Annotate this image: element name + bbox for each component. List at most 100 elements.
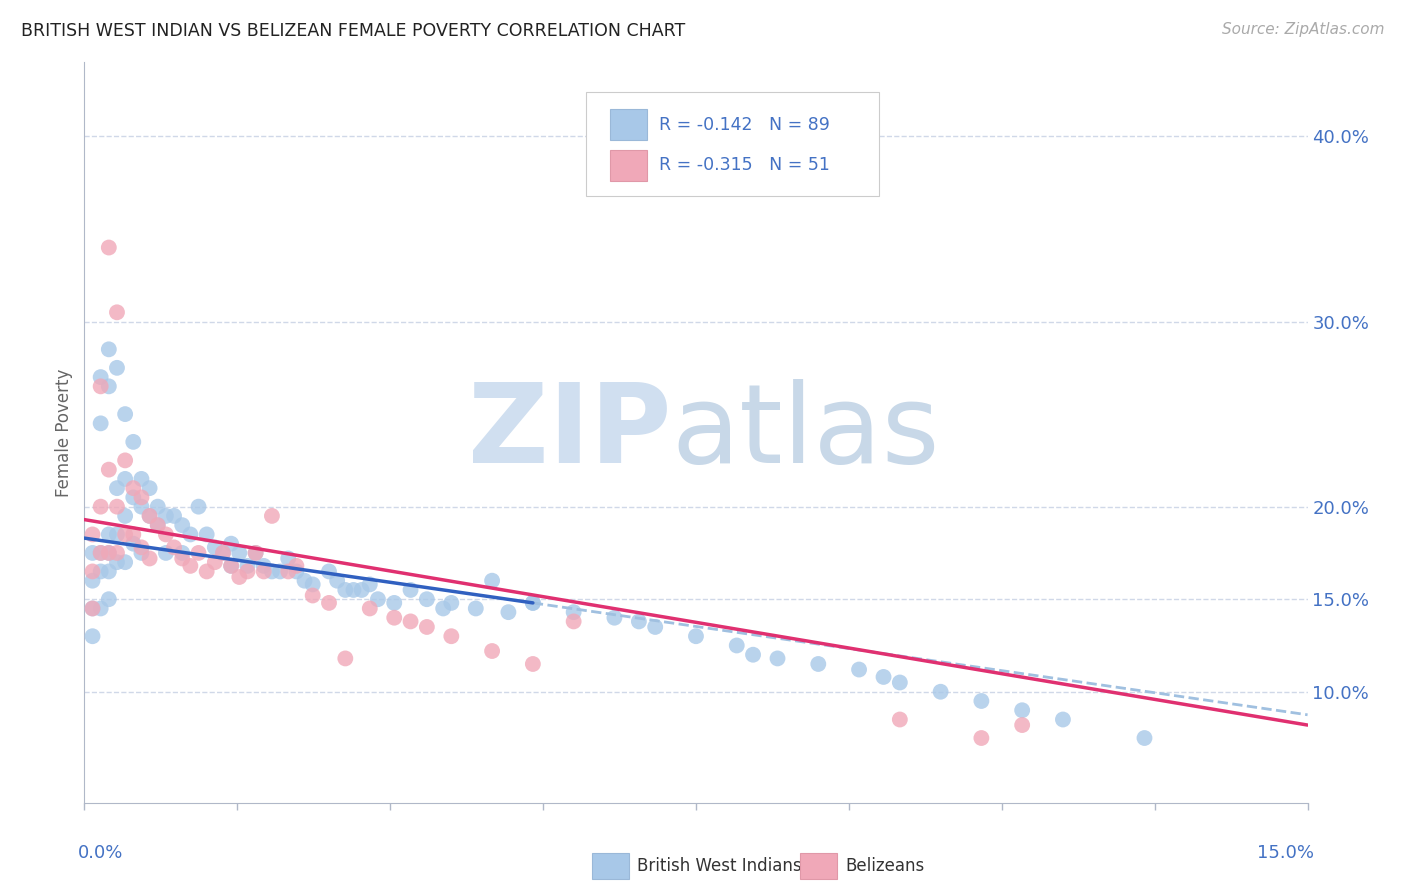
Point [236,565,259,579]
Point [82,601,104,615]
Point [90,601,112,615]
Point [440,629,463,643]
Point [105,500,128,514]
Point [114,472,136,486]
Text: ZIP: ZIP [468,379,672,486]
Point [97,592,120,607]
Point [131,541,153,555]
Point [146,518,169,533]
Point [82,629,104,643]
Point [179,527,201,541]
Point [219,558,242,573]
Text: Belizeans: Belizeans [845,857,925,875]
Point [269,565,291,579]
Point [245,546,267,560]
Point [122,491,145,505]
Point [245,546,267,560]
Point [187,546,209,560]
Point [481,574,503,588]
Point [872,670,894,684]
Point [335,582,357,597]
Point [105,527,128,541]
Point [301,577,323,591]
Point [90,500,112,514]
Point [970,694,993,708]
Point [318,596,340,610]
Point [260,565,283,579]
Point [1011,703,1033,717]
Point [685,629,707,643]
Point [97,462,120,476]
Point [97,379,120,393]
Point [82,574,104,588]
Point [131,491,153,505]
Point [146,518,169,533]
Point [359,577,381,591]
Point [179,558,201,573]
Point [359,601,381,615]
Point [301,589,323,603]
Point [481,644,503,658]
Point [416,592,439,607]
Point [122,527,145,541]
Point [889,675,911,690]
Point [131,472,153,486]
Point [105,360,128,375]
Point [294,574,316,588]
Point [522,657,544,671]
Point [138,551,160,566]
Point [90,370,112,384]
Point [766,651,789,665]
Point [399,615,422,629]
Point [114,407,136,421]
Point [105,305,128,319]
Point [440,596,463,610]
Point [350,582,373,597]
Point [889,713,911,727]
Point [105,546,128,560]
Point [114,453,136,467]
Point [627,615,650,629]
Point [970,731,993,745]
Point [114,527,136,541]
Point [138,481,160,495]
Point [285,565,308,579]
Point [1052,713,1074,727]
Y-axis label: Female Poverty: Female Poverty [55,368,73,497]
Point [97,527,120,541]
Point [382,610,405,624]
Point [335,651,357,665]
Text: BRITISH WEST INDIAN VS BELIZEAN FEMALE POVERTY CORRELATION CHART: BRITISH WEST INDIAN VS BELIZEAN FEMALE P… [21,22,685,40]
Point [90,546,112,560]
FancyBboxPatch shape [610,150,647,181]
Point [725,639,748,653]
Point [212,546,235,560]
Point [929,685,952,699]
FancyBboxPatch shape [586,92,880,195]
Point [260,508,283,523]
Point [122,481,145,495]
Point [114,555,136,569]
Text: 15.0%: 15.0% [1257,844,1313,862]
Point [97,240,120,254]
Point [155,527,177,541]
Text: atlas: atlas [672,379,941,486]
Point [122,434,145,449]
Point [498,605,520,619]
Point [228,570,250,584]
Point [382,596,405,610]
Point [603,610,626,624]
Text: Source: ZipAtlas.com: Source: ZipAtlas.com [1222,22,1385,37]
Point [172,546,194,560]
Point [253,565,276,579]
Point [105,555,128,569]
Point [131,546,153,560]
Point [187,500,209,514]
Point [82,546,104,560]
Point [114,508,136,523]
Point [219,536,242,550]
Point [195,565,218,579]
Point [105,481,128,495]
Point [146,500,169,514]
Text: R = -0.142   N = 89: R = -0.142 N = 89 [659,116,830,134]
